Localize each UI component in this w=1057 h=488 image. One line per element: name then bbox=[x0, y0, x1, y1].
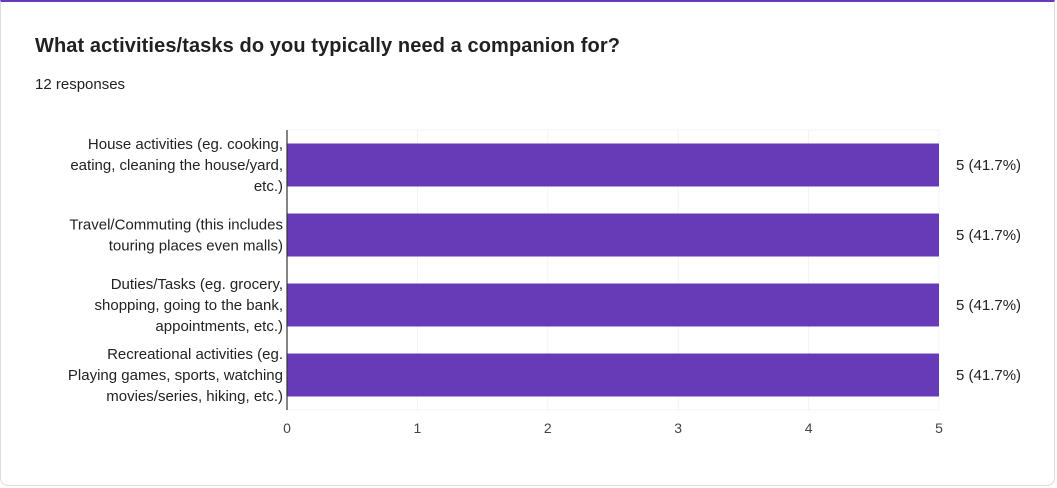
category-label: Recreational activities (eg. Playing game… bbox=[68, 346, 283, 405]
x-tick-label: 4 bbox=[805, 420, 813, 436]
data-label: 5 (41.7%) bbox=[956, 227, 1021, 244]
response-count: 12 responses bbox=[35, 76, 126, 93]
x-tick-label: 3 bbox=[674, 420, 682, 436]
bar[interactable] bbox=[287, 353, 939, 397]
x-tick-label: 0 bbox=[283, 420, 291, 436]
data-label: 5 (41.7%) bbox=[956, 157, 1021, 174]
x-tick-label: 2 bbox=[544, 420, 552, 436]
bar[interactable] bbox=[287, 213, 939, 257]
bar[interactable] bbox=[287, 143, 939, 187]
data-label: 5 (41.7%) bbox=[956, 367, 1021, 384]
question-title: What activities/tasks do you typically n… bbox=[35, 35, 621, 57]
x-tick-label: 1 bbox=[414, 420, 422, 436]
x-tick-label: 5 bbox=[935, 420, 943, 436]
category-label: House activities (eg. cooking, eating, cl… bbox=[70, 136, 283, 195]
category-label: Travel/Commuting (this includes touring p… bbox=[69, 217, 283, 255]
data-label: 5 (41.7%) bbox=[956, 297, 1021, 314]
category-label: Duties/Tasks (eg. grocery, shopping, goin… bbox=[95, 276, 283, 335]
bar[interactable] bbox=[287, 283, 939, 327]
